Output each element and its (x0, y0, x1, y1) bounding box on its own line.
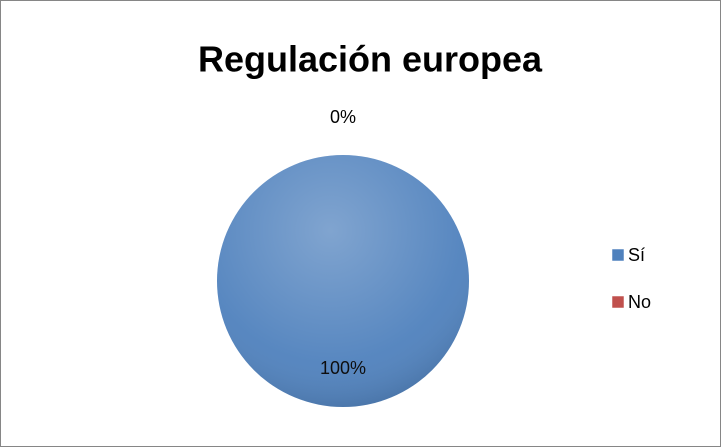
legend-swatch (611, 248, 625, 262)
chart-title: Regulación europea (198, 39, 543, 80)
legend-label: Sí (628, 245, 645, 265)
data-label: 0% (330, 107, 356, 127)
data-label: 100% (320, 358, 366, 378)
legend-label: No (628, 292, 651, 312)
legend-swatch (611, 295, 625, 309)
